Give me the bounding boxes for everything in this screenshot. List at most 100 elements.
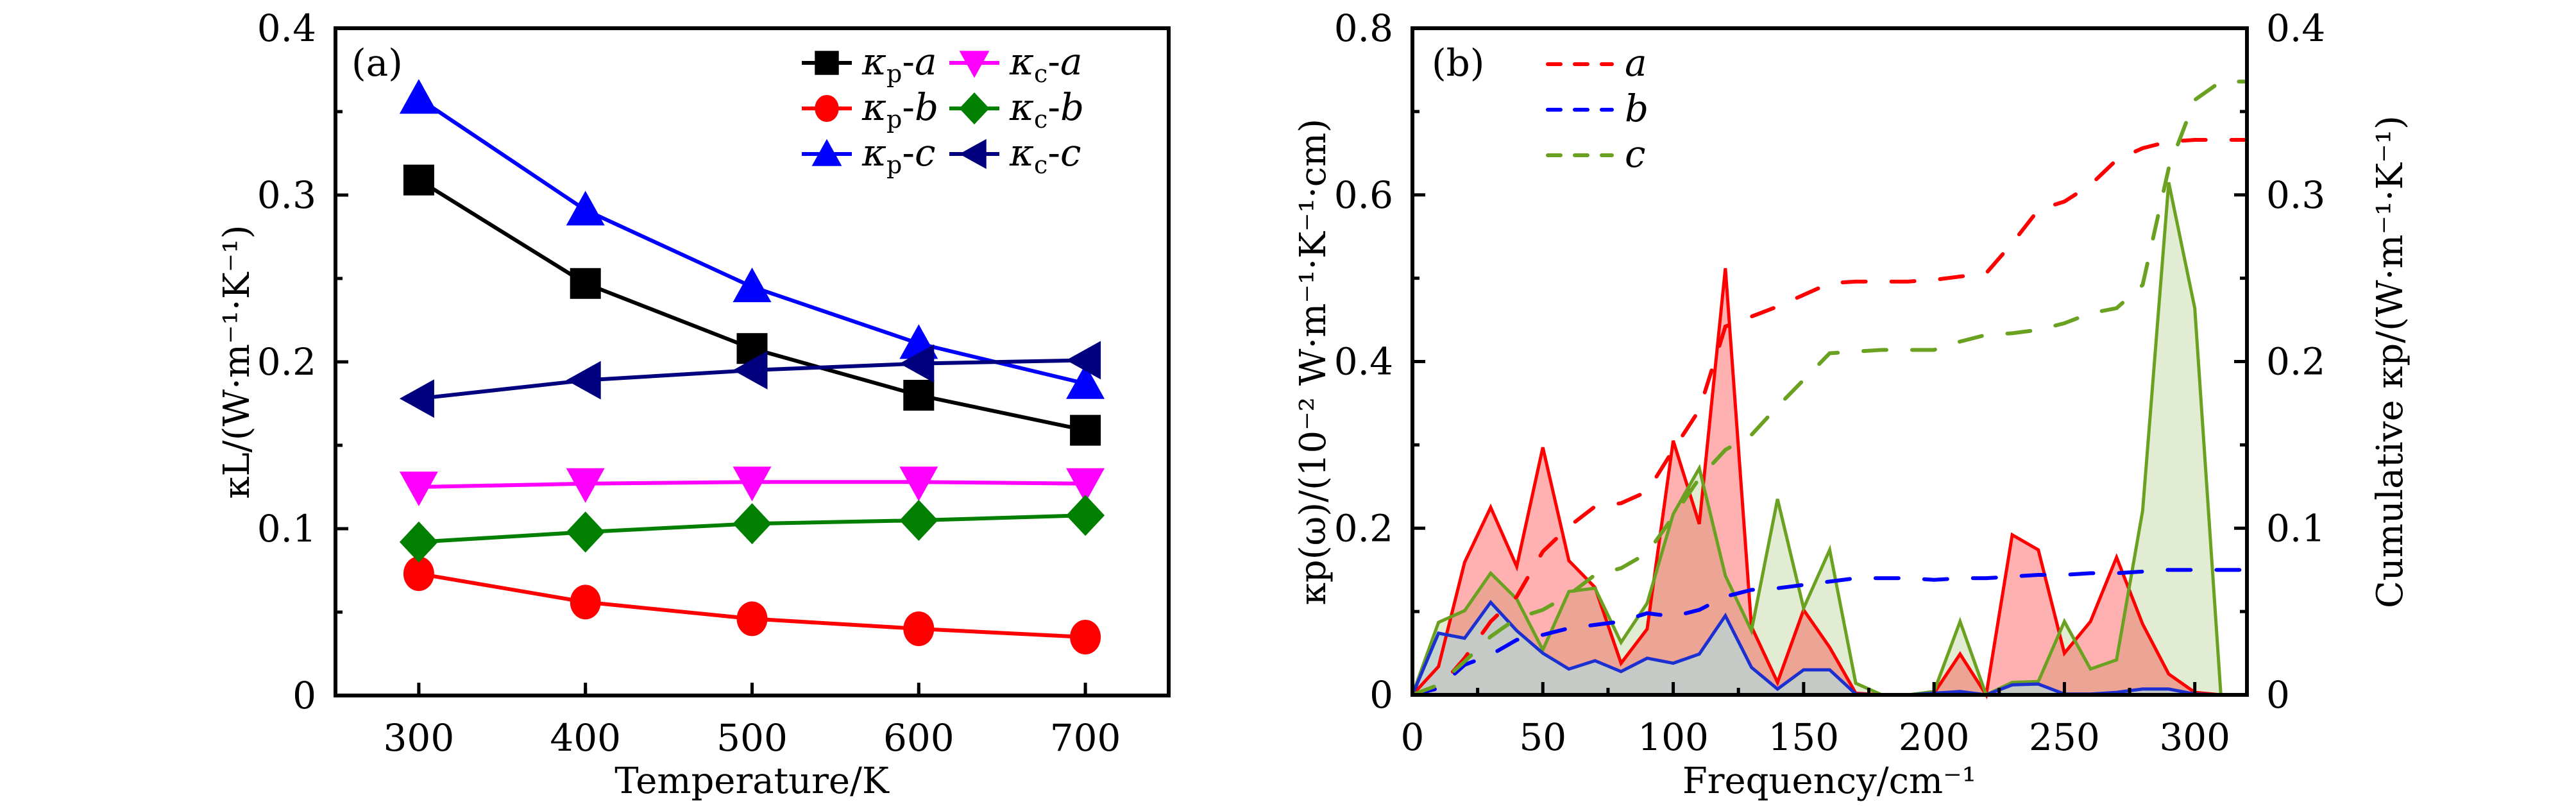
data-point-κp-c [1066,364,1105,399]
panel-a-x-axis-label: Temperature/K [614,760,890,802]
spectral-line-c [1411,182,2247,697]
panel-b-y2-axis-label: Cumulative κp/(W·m⁻¹·K⁻¹) [2369,115,2411,608]
panel-b-series-layer [1411,80,2249,699]
data-point-κc-c [566,361,601,400]
y-tick-label: 0.2 [1334,506,1393,550]
legend-label: κc-b [1009,85,1084,133]
legend-label: κp-b [861,85,938,133]
legend-label: κc-a [1009,40,1083,88]
y-tick-label: 0.8 [1334,6,1393,50]
legend-item-c: c [1546,132,1645,176]
spectral-line-b [1411,599,2247,697]
y2-tick-label: 0 [2266,673,2290,717]
legend-label: κp-a [861,40,937,88]
legend-marker [811,139,842,166]
legend-marker [815,51,839,75]
data-point-κc-b [733,503,772,545]
data-point-κp-a [570,268,601,299]
data-point-κp-b [1070,620,1101,654]
y2-tick-label: 0.1 [2266,506,2325,550]
legend-label: a [1625,41,1647,85]
series-κc-c [399,341,1101,418]
data-point-κp-c [399,79,438,114]
series-κc-b [399,495,1105,563]
y2-tick-label: 0.2 [2266,340,2325,384]
x-tick-label: 150 [1768,715,1839,759]
data-point-κp-c [566,191,605,226]
x-tick-label: 50 [1519,715,1566,759]
legend-marker [959,92,990,124]
y-tick-label: 0.1 [257,507,316,551]
x-tick-label: 600 [883,716,954,760]
data-point-κc-b [1066,495,1105,536]
panel-a-legend: κp-a κc-a κp-b κc-b κp-c κc-c [802,40,1084,179]
data-point-κp-b [403,556,434,592]
y-tick-label: 0 [292,674,316,717]
data-point-κp-a [1070,414,1101,446]
y2-tick-label: 0.4 [2266,6,2325,50]
legend-item-a: a [1546,41,1647,85]
legend-marker [815,94,839,123]
data-point-κc-a [733,466,772,502]
data-point-κc-c [1066,341,1101,380]
data-point-κc-c [733,351,768,389]
y-tick-label: 0.4 [257,6,316,50]
cumulative-line-c [1411,80,2249,697]
cumulative-line-a [1411,138,2249,697]
data-point-κc-b [899,500,938,541]
data-point-κp-c [733,268,772,302]
panel-b-chart: 0 50 100 150 200 250 300 0 0.2 0.4 0.6 0.8 0 0.1 0.2 0.… [1292,6,2411,802]
x-tick-label: 700 [1050,716,1121,760]
legend-label: c [1625,132,1645,176]
y2-tick-label: 0.3 [2266,173,2325,217]
data-point-κp-b [736,601,768,636]
panel-a-y-axis-label: κL/(W·m⁻¹·K⁻¹) [216,225,258,499]
spectral-area-a [1412,268,2247,695]
data-point-κc-a [566,468,605,503]
spectral-line-a [1411,268,2247,699]
series-line-κp-a [418,178,1086,432]
x-tick-label: 0 [1401,715,1425,759]
panel-b-legend: abc [1546,41,1648,176]
x-tick-label: 250 [2029,715,2100,759]
x-tick-label: 100 [1638,715,1709,759]
series-κp-b [403,556,1101,654]
data-point-κp-a [403,164,434,196]
y-tick-label: 0.4 [1334,340,1393,384]
data-point-κc-a [399,472,438,506]
data-point-κc-b [566,511,605,553]
y-tick-label: 0 [1369,673,1393,717]
x-tick-label: 300 [2159,715,2230,759]
data-point-κc-a [899,466,938,502]
panel-a-series-layer [399,79,1105,654]
data-point-κc-a [1066,468,1105,503]
legend-label: b [1625,87,1648,130]
cumulative-line-b [1411,568,2249,697]
panel-b-ticks: 0 50 100 150 200 250 300 0 0.2 0.4 0.6 0.8 0 0.1 0.2 0.… [1334,6,2326,759]
panel-b-x-axis-label: Frequency/cm⁻¹ [1682,760,1976,802]
x-tick-label: 200 [1899,715,1970,759]
legend-label: κp-c [861,131,935,179]
data-point-κp-a [903,380,935,411]
legend-item-κc-b: κc-b [949,85,1084,133]
x-tick-label: 400 [550,716,621,760]
data-point-κp-b [570,585,601,620]
panel-b-label: (b) [1432,41,1484,85]
legend-marker [959,139,987,169]
y-tick-label: 0.6 [1334,173,1393,217]
panel-a-ticks: 300 400 500 600 700 0 0.1 0.2 0.3 0.4 [257,6,1121,760]
series-κc-a [399,466,1105,506]
data-point-κp-b [903,611,935,646]
legend-item-κc-a: κc-a [949,40,1083,88]
legend-item-b: b [1546,87,1648,130]
legend-item-κp-b: κp-b [802,85,938,133]
data-point-κc-c [399,379,434,418]
data-point-κc-c [899,344,935,383]
data-point-κc-b [399,521,438,563]
legend-item-κp-c: κp-c [802,131,935,179]
y-tick-label: 0.2 [257,340,316,384]
panel-a-label: (a) [352,41,403,85]
panel-a-chart: 300 400 500 600 700 0 0.1 0.2 0.3 0.4 (a) Tempera… [216,6,1171,802]
series-κp-c [399,79,1105,399]
